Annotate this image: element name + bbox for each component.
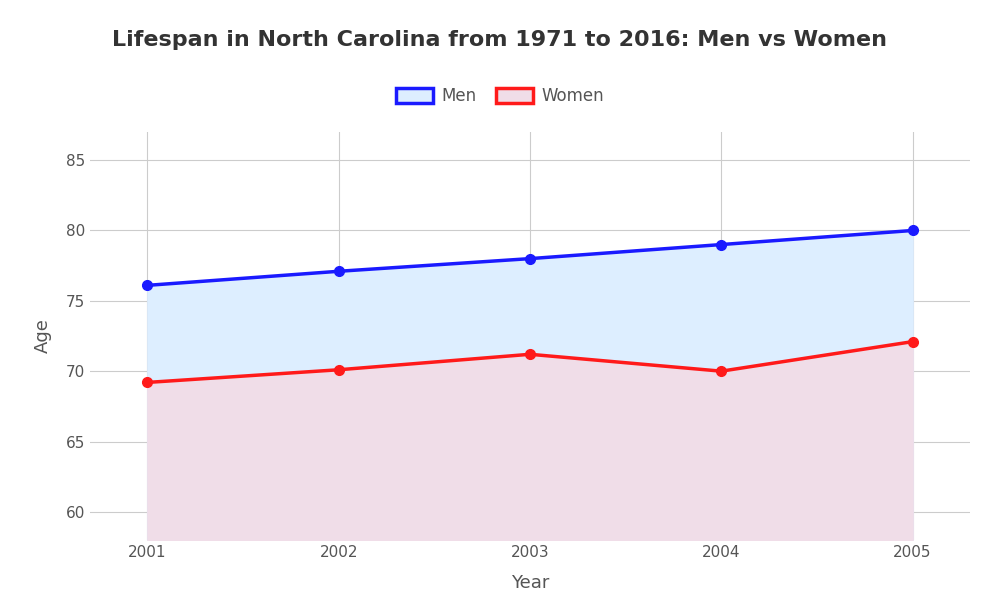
Text: Lifespan in North Carolina from 1971 to 2016: Men vs Women: Lifespan in North Carolina from 1971 to … — [112, 30, 888, 50]
Y-axis label: Age: Age — [34, 319, 52, 353]
X-axis label: Year: Year — [511, 574, 549, 592]
Legend: Men, Women: Men, Women — [389, 80, 611, 112]
